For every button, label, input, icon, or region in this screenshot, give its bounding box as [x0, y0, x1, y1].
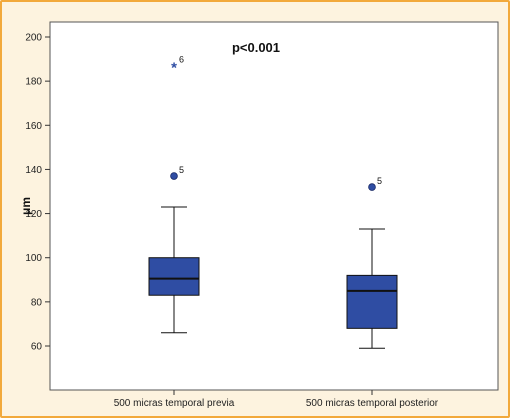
- y-tick-label: 140: [25, 165, 42, 176]
- y-tick-label: 60: [31, 342, 43, 353]
- y-tick-label: 180: [25, 77, 42, 88]
- outlier-point: [368, 183, 376, 191]
- y-axis: 60 80 100 120 140 160 180 200: [25, 33, 50, 353]
- y-tick-label: 160: [25, 121, 42, 132]
- outlier-label: 6: [179, 55, 184, 65]
- y-axis-title: μm: [19, 197, 33, 215]
- extreme-outlier-star: *: [171, 60, 177, 77]
- outlier-point: [170, 172, 178, 180]
- outlier-label: 5: [377, 176, 382, 186]
- box-series: 5 * 6 5: [148, 55, 398, 349]
- boxplot-chart: 60 80 100 120 140 160 180 200 5 * 6 5 500 micras t…: [19, 21, 499, 409]
- outlier-label: 5: [179, 165, 184, 175]
- box-group: 5 * 6: [148, 55, 200, 334]
- y-tick-label: 120: [25, 209, 42, 220]
- plot-area: [49, 21, 499, 391]
- p-value-annotation: p<0.001: [232, 40, 280, 55]
- x-axis: 500 micras temporal previa 500 micras tem…: [114, 390, 439, 409]
- y-tick-label: 100: [25, 253, 42, 264]
- iqr-box: [346, 274, 398, 329]
- box-group: 5: [346, 176, 398, 349]
- y-tick-label: 200: [25, 33, 42, 44]
- x-category-label: 500 micras temporal posterior: [306, 398, 439, 409]
- iqr-box: [148, 257, 200, 296]
- y-tick-label: 80: [31, 297, 43, 308]
- x-category-label: 500 micras temporal previa: [114, 398, 235, 409]
